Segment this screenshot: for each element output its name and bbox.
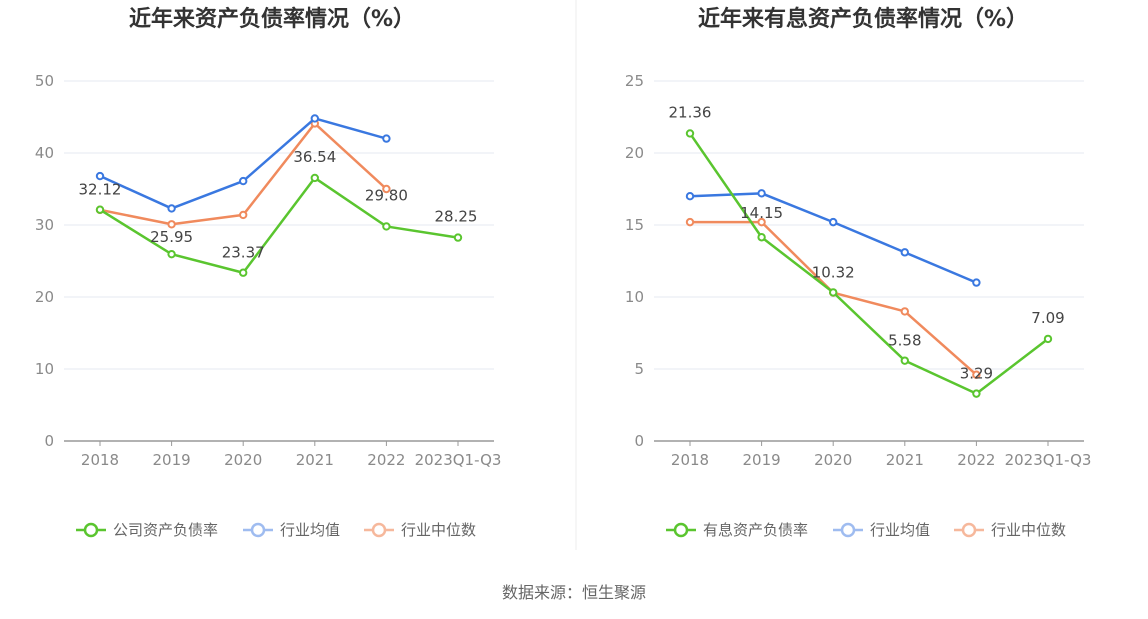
- legend-marker: [961, 522, 977, 538]
- x-tick-label: 2020: [814, 451, 852, 469]
- data-point-industry-mean[interactable]: [95, 171, 105, 181]
- legend-item-industry-mean[interactable]: 行业均值: [243, 521, 340, 539]
- x-tick-label: 2018: [671, 451, 709, 469]
- data-label: 25.95: [150, 228, 193, 246]
- data-point-industry-mean[interactable]: [685, 192, 695, 201]
- x-tick-label: 2022: [957, 451, 995, 469]
- x-tick-label: 2021: [886, 451, 924, 469]
- data-label: 36.54: [293, 148, 336, 166]
- legend-marker: [673, 522, 689, 538]
- data-point-industry-median[interactable]: [972, 370, 981, 379]
- source-note: 数据来源：恒生聚源: [502, 583, 646, 602]
- legend-label: 行业中位数: [991, 521, 1066, 539]
- y-tick-label: 20: [625, 144, 644, 162]
- legend-marker: [250, 522, 266, 538]
- legend-label: 有息资产负债率: [703, 521, 808, 539]
- y-tick-label: 10: [625, 288, 644, 306]
- legend-label: 行业均值: [280, 521, 340, 539]
- x-tick-label: 2021: [296, 451, 334, 469]
- series-line-industry-median: [690, 220, 978, 376]
- data-label: 7.09: [1031, 309, 1064, 327]
- x-tick-label: 2020: [224, 451, 262, 469]
- series-line-company: [99, 176, 459, 274]
- data-label: 3.29: [960, 365, 993, 383]
- y-tick-label: 0: [634, 432, 644, 450]
- data-point-company[interactable]: [239, 268, 248, 277]
- data-point-industry-median[interactable]: [239, 210, 248, 220]
- data-label: 29.80: [365, 186, 408, 204]
- chart-title: 近年来有息资产负债率情况（%）: [698, 6, 1028, 32]
- series-line-industry-mean: [99, 117, 387, 210]
- data-label: 23.37: [222, 244, 265, 262]
- legend-marker: [371, 522, 387, 538]
- y-tick-label: 20: [35, 288, 54, 306]
- data-point-company[interactable]: [95, 205, 105, 214]
- legend-label: 公司资产负债率: [113, 521, 218, 539]
- y-tick-label: 15: [625, 216, 644, 234]
- data-point-company[interactable]: [685, 129, 695, 138]
- x-tick-label: 2022: [367, 451, 405, 469]
- data-point-industry-median[interactable]: [382, 184, 391, 194]
- legend-item-company[interactable]: 有息资产负债率: [666, 521, 808, 539]
- data-label: 14.15: [740, 204, 783, 222]
- data-point-industry-mean[interactable]: [239, 176, 248, 186]
- data-point-company[interactable]: [167, 249, 176, 259]
- series-line-industry-median: [99, 122, 388, 226]
- data-point-industry-median[interactable]: [685, 217, 695, 227]
- data-point-industry-mean[interactable]: [900, 248, 909, 257]
- data-point-industry-mean[interactable]: [757, 189, 766, 198]
- y-tick-label: 40: [35, 144, 54, 162]
- data-point-industry-mean[interactable]: [167, 204, 176, 213]
- y-tick-label: 0: [44, 432, 54, 450]
- data-point-company[interactable]: [453, 233, 463, 242]
- data-label: 32.12: [79, 181, 122, 199]
- data-point-company[interactable]: [1043, 334, 1053, 344]
- legend-label: 行业中位数: [401, 521, 476, 539]
- data-point-industry-mean[interactable]: [972, 278, 981, 287]
- data-point-company[interactable]: [900, 356, 909, 365]
- x-tick-label: 2019: [743, 451, 781, 469]
- chart-debt-ratio: 近年来资产负债率情况（%） 0 10 20 30 40 50 2018 2019 2020 2021…: [35, 6, 502, 539]
- data-point-industry-mean[interactable]: [310, 114, 319, 123]
- data-point-company[interactable]: [310, 173, 319, 183]
- data-label: 28.25: [435, 208, 478, 226]
- y-tick-label: 10: [35, 360, 54, 378]
- legend-label: 行业均值: [870, 521, 930, 539]
- data-point-industry-mean[interactable]: [382, 134, 391, 143]
- data-point-company[interactable]: [972, 389, 981, 398]
- x-tick-label: 2023Q1-Q3: [1005, 451, 1092, 469]
- legend-item-industry-mean[interactable]: 行业均值: [833, 521, 930, 539]
- legend-item-company[interactable]: 公司资产负债率: [76, 521, 218, 539]
- x-tick-label: 2023Q1-Q3: [415, 451, 502, 469]
- legend-item-industry-median[interactable]: 行业中位数: [364, 521, 476, 539]
- y-tick-label: 50: [35, 72, 54, 90]
- data-label: 10.32: [812, 263, 855, 281]
- y-tick-label: 25: [625, 72, 644, 90]
- data-label: 5.58: [888, 332, 921, 350]
- data-point-industry-median[interactable]: [900, 307, 909, 316]
- data-point-company[interactable]: [757, 233, 766, 242]
- chart-title: 近年来资产负债率情况（%）: [129, 6, 415, 32]
- legend-marker: [840, 522, 856, 538]
- data-point-industry-median[interactable]: [167, 220, 176, 229]
- y-tick-label: 5: [634, 360, 644, 378]
- legend-item-industry-median[interactable]: 行业中位数: [954, 521, 1066, 539]
- data-label: 21.36: [669, 103, 712, 121]
- data-point-company[interactable]: [829, 288, 838, 297]
- chart-interest-debt-ratio: 近年来有息资产负债率情况（%） 0 5 10 15 20 25 2018 2019 2020 202…: [625, 6, 1092, 539]
- y-tick-label: 30: [35, 216, 54, 234]
- x-tick-label: 2019: [153, 451, 191, 469]
- series-line-company: [688, 132, 1049, 395]
- legend-marker: [83, 522, 99, 538]
- data-point-company[interactable]: [382, 222, 391, 231]
- data-point-industry-median[interactable]: [757, 217, 766, 227]
- data-point-industry-mean[interactable]: [829, 217, 838, 227]
- x-tick-label: 2018: [81, 451, 119, 469]
